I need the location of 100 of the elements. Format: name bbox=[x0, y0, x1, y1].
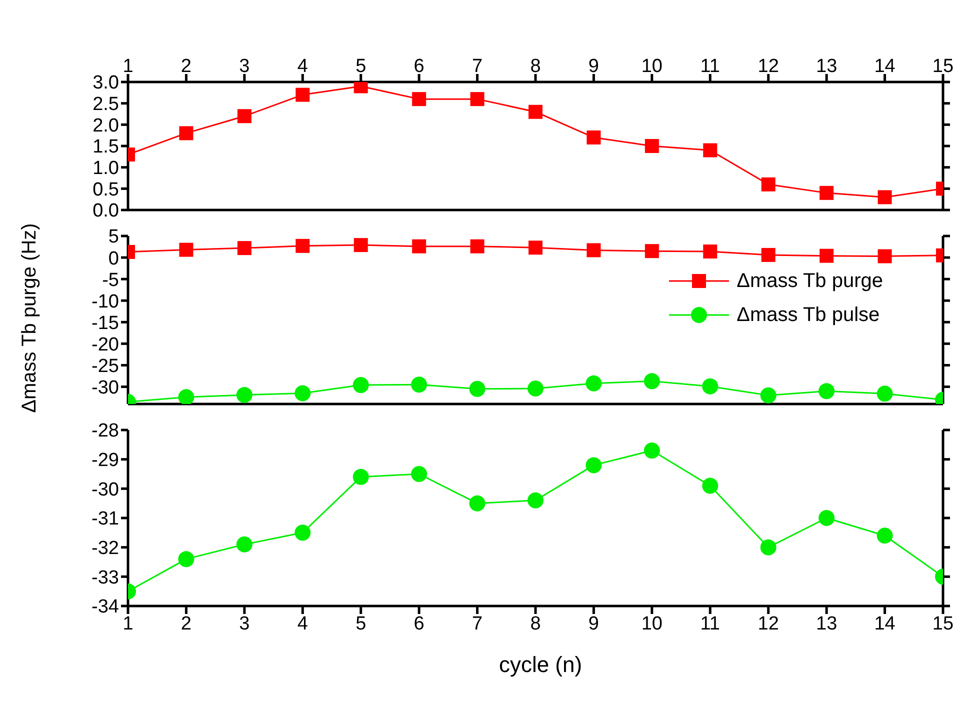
point bbox=[411, 376, 428, 393]
y-tick-label: -32 bbox=[92, 538, 119, 560]
point bbox=[179, 126, 194, 140]
point bbox=[294, 385, 311, 402]
point bbox=[469, 495, 486, 512]
point bbox=[352, 468, 369, 485]
x2-tick-label: 10 bbox=[641, 56, 662, 77]
point bbox=[586, 130, 601, 144]
point bbox=[820, 248, 834, 263]
y-tick-label: 0 bbox=[108, 248, 119, 270]
point bbox=[818, 510, 835, 526]
y-tick-label: -30 bbox=[92, 378, 119, 399]
legend-label: Δmass Tb pulse bbox=[736, 304, 880, 326]
x2-tick-label: 9 bbox=[588, 56, 600, 77]
x-tick-label: 11 bbox=[700, 613, 720, 634]
y-tick-label: -31 bbox=[92, 508, 119, 530]
y-tick-label: 1.0 bbox=[92, 158, 119, 180]
y-tick-label: 2.0 bbox=[92, 115, 119, 136]
x-tick-label: 2 bbox=[180, 613, 192, 634]
point bbox=[644, 139, 659, 153]
y-tick-label: 3.0 bbox=[92, 72, 119, 94]
x2-tick-label: 8 bbox=[530, 56, 541, 77]
y-tick-label: 5 bbox=[108, 226, 119, 248]
x2-tick-label: 3 bbox=[239, 56, 250, 77]
legend-label: Δmass Tb purge bbox=[736, 270, 883, 292]
y-tick-label: -20 bbox=[92, 334, 119, 356]
y-tick-label: 0.5 bbox=[92, 179, 119, 200]
point bbox=[761, 248, 776, 262]
y-tick-label: -15 bbox=[92, 312, 119, 334]
y-tick-label: -5 bbox=[102, 270, 119, 291]
x2-tick-label: 5 bbox=[356, 56, 366, 77]
point bbox=[876, 386, 893, 402]
point bbox=[296, 238, 310, 253]
point bbox=[760, 539, 776, 556]
y-tick-label: -28 bbox=[92, 420, 119, 442]
point bbox=[237, 241, 252, 256]
point bbox=[820, 186, 834, 200]
x-tick-label: 8 bbox=[530, 613, 541, 634]
point bbox=[412, 92, 426, 106]
point bbox=[528, 492, 544, 508]
point bbox=[179, 242, 194, 257]
point bbox=[818, 383, 835, 400]
point bbox=[878, 249, 892, 264]
point bbox=[644, 244, 659, 258]
x-tick-label: 1 bbox=[122, 613, 134, 634]
x-tick-label: 9 bbox=[588, 613, 600, 634]
point bbox=[178, 551, 194, 568]
x2-tick-label: 2 bbox=[180, 56, 192, 77]
point bbox=[470, 239, 484, 254]
y-axis-title: Δmass Tb purge (Hz) bbox=[18, 223, 42, 413]
point bbox=[236, 536, 252, 552]
x-tick-label: 5 bbox=[356, 613, 366, 634]
x-tick-label: 6 bbox=[414, 613, 424, 634]
x-tick-label: 4 bbox=[297, 613, 308, 634]
x2-tick-label: 7 bbox=[472, 56, 483, 77]
y-tick-label: -30 bbox=[92, 479, 119, 500]
point bbox=[702, 378, 718, 394]
y-tick-label: 0.0 bbox=[92, 200, 119, 222]
y-tick-label: -33 bbox=[92, 567, 119, 588]
y-tick-label: -10 bbox=[92, 291, 119, 312]
x2-tick-label: 11 bbox=[700, 56, 720, 77]
x-tick-label: 3 bbox=[239, 613, 250, 634]
point bbox=[876, 528, 893, 544]
point bbox=[296, 88, 310, 102]
y-tick-label: -25 bbox=[92, 356, 119, 377]
point bbox=[586, 375, 602, 392]
x2-tick-label: 4 bbox=[297, 56, 308, 77]
x-tick-label: 12 bbox=[758, 613, 779, 634]
y-tick-label: 1.5 bbox=[92, 136, 119, 158]
point bbox=[528, 240, 542, 255]
y-tick-label: -29 bbox=[92, 450, 119, 472]
point bbox=[294, 524, 311, 541]
x-tick-label: 13 bbox=[816, 613, 838, 634]
point bbox=[878, 190, 892, 204]
point bbox=[703, 143, 718, 158]
y-tick-label: -34 bbox=[92, 596, 120, 618]
x-tick-label: 10 bbox=[641, 613, 662, 634]
x-axis-title: cycle (n) bbox=[498, 652, 584, 678]
point bbox=[761, 177, 776, 192]
x2-tick-label: 1 bbox=[122, 56, 134, 77]
point bbox=[702, 478, 718, 494]
point bbox=[644, 373, 660, 390]
x-tick-label: 15 bbox=[932, 613, 954, 634]
point bbox=[236, 386, 252, 403]
point bbox=[586, 243, 601, 258]
x2-tick-label: 14 bbox=[874, 56, 896, 77]
point bbox=[237, 109, 252, 124]
point bbox=[178, 389, 194, 404]
x2-tick-label: 6 bbox=[414, 56, 424, 77]
point bbox=[411, 466, 428, 482]
y-tick-label: 2.5 bbox=[92, 94, 119, 116]
point bbox=[469, 380, 486, 397]
x2-tick-label: 12 bbox=[758, 56, 779, 77]
point bbox=[586, 457, 602, 474]
point bbox=[528, 104, 542, 119]
x2-tick-label: 13 bbox=[816, 56, 838, 77]
point bbox=[352, 377, 369, 394]
point bbox=[644, 442, 660, 459]
point bbox=[703, 244, 718, 259]
point bbox=[760, 387, 776, 404]
